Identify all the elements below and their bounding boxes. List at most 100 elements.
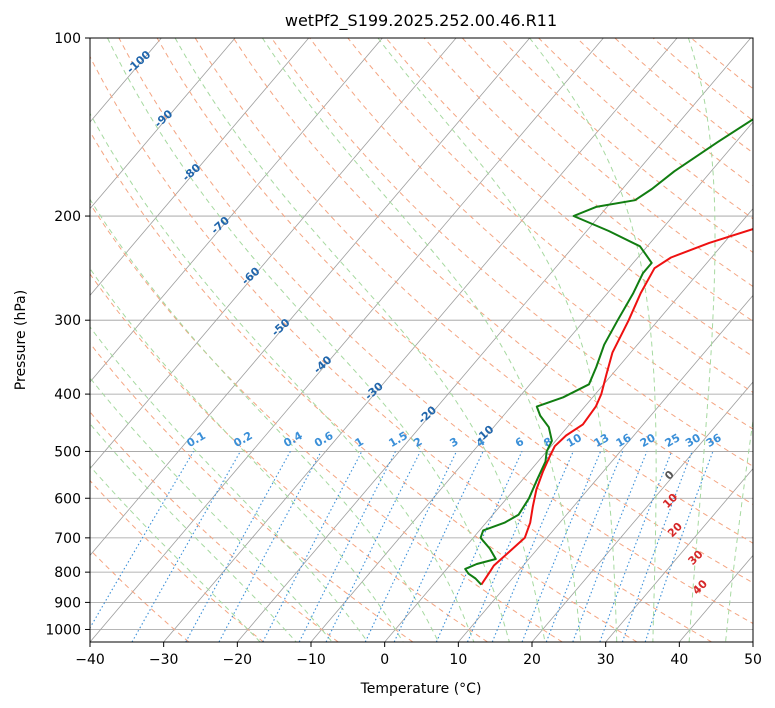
mixing-ratio-line bbox=[325, 451, 421, 642]
isotherm-line bbox=[90, 38, 531, 556]
mixing-ratio-line bbox=[644, 451, 714, 642]
mixing-ratio-line bbox=[218, 451, 322, 642]
dry-adiabat-line bbox=[90, 130, 638, 642]
y-axis-label: Pressure (hPa) bbox=[13, 290, 29, 390]
moist-adiabat-line bbox=[529, 38, 657, 642]
moist-adiabat-label: 10 bbox=[660, 491, 680, 511]
y-tick-label: 700 bbox=[54, 531, 81, 547]
dry-adiabat-label: -90 bbox=[152, 107, 176, 130]
moist-adiabat-line bbox=[261, 38, 582, 642]
isotherm-line bbox=[0, 38, 14, 642]
y-tick-label: 500 bbox=[54, 444, 81, 460]
dry-adiabat-line bbox=[90, 411, 339, 642]
mixing-ratio-label: 0.1 bbox=[185, 429, 208, 450]
moist-adiabat-label: 20 bbox=[665, 520, 685, 540]
moist-adiabat-line bbox=[90, 198, 439, 642]
moist-adiabat-line bbox=[377, 38, 618, 642]
y-tick-label: 900 bbox=[54, 595, 81, 611]
plot-area: 0.1 0.2 0.4 0.6 1 1.5 2 3 4 6 8 10 13 16 20 25 30 36-100-… bbox=[0, 38, 753, 642]
moist-adiabat-label: 0 bbox=[662, 468, 677, 483]
x-tick-label: −10 bbox=[296, 652, 326, 668]
mixing-ratio-label: 0.2 bbox=[231, 429, 254, 450]
y-tick-label: 1000 bbox=[45, 622, 81, 638]
x-tick-label: 20 bbox=[523, 652, 541, 668]
mixing-ratio-line bbox=[621, 451, 693, 642]
mixing-ratio-line bbox=[393, 451, 484, 642]
mixing-ratio-label: 2 bbox=[411, 435, 424, 450]
mixing-ratio-label: 16 bbox=[614, 431, 634, 450]
moist-adiabat-line bbox=[174, 38, 546, 642]
mixing-ratio-label: 0.6 bbox=[312, 429, 336, 450]
dry-adiabat-line bbox=[309, 38, 753, 430]
dry-adiabat-line bbox=[90, 55, 712, 642]
dry-adiabat-line bbox=[90, 548, 190, 642]
moist-adiabat-line bbox=[90, 465, 261, 642]
mixing-ratio-label: 20 bbox=[638, 431, 658, 450]
mixing-ratio-line bbox=[131, 451, 241, 642]
y-tick-label: 600 bbox=[54, 491, 81, 507]
moist-adiabat-line bbox=[90, 423, 297, 642]
mixing-ratio-line bbox=[545, 451, 624, 642]
moist-adiabat-label: 30 bbox=[686, 548, 706, 568]
dry-adiabat-line bbox=[423, 38, 753, 322]
moist-adiabat-line bbox=[725, 417, 753, 642]
dry-adiabat-line bbox=[232, 38, 753, 505]
moist-adiabat-line bbox=[687, 38, 716, 642]
x-tick-label: 10 bbox=[449, 652, 467, 668]
isotherm-line bbox=[458, 294, 753, 642]
mixing-ratio-line bbox=[298, 451, 396, 642]
isotherm-line bbox=[90, 38, 604, 642]
dry-adiabat-line bbox=[90, 273, 488, 642]
isotherm-line bbox=[90, 38, 310, 296]
mixing-ratio-label: 13 bbox=[592, 431, 612, 450]
dry-adiabat-label: -60 bbox=[239, 264, 263, 287]
mixing-ratio-line bbox=[262, 451, 363, 642]
isotherm-line bbox=[752, 641, 753, 642]
mixing-ratio-label: 36 bbox=[704, 431, 724, 450]
mixing-ratio-line bbox=[521, 451, 602, 642]
moist-adiabat-line bbox=[90, 267, 404, 642]
series-layer bbox=[464, 118, 753, 586]
moist-adiabat-line bbox=[90, 326, 369, 642]
moist-adiabat-line bbox=[107, 38, 510, 642]
dry-adiabat-line bbox=[118, 38, 753, 625]
axis-ticks: −40 −30 −20 −10 0 10 20 30 40 5010020030040050060… bbox=[45, 31, 762, 668]
x-tick-label: −20 bbox=[223, 652, 253, 668]
isotherm-line bbox=[90, 38, 383, 383]
mixing-ratio-line bbox=[466, 451, 552, 642]
mixing-ratio-label: 3 bbox=[448, 435, 461, 450]
y-tick-label: 300 bbox=[54, 313, 81, 329]
dry-adiabat-line bbox=[194, 38, 753, 544]
dry-adiabat-line bbox=[652, 38, 753, 122]
dry-adiabat-label: -20 bbox=[416, 403, 440, 426]
plot-frame bbox=[89, 37, 754, 643]
mixing-ratio-label: 6 bbox=[513, 435, 526, 450]
isotherm-line bbox=[90, 38, 457, 470]
mixing-ratio-line bbox=[599, 451, 673, 642]
isotherm-line bbox=[605, 468, 753, 642]
x-axis-label: Temperature (°C) bbox=[360, 681, 482, 697]
isotherm-line bbox=[237, 38, 752, 642]
mixing-ratio-line bbox=[90, 451, 194, 629]
isotherm-line bbox=[531, 381, 753, 642]
y-tick-label: 100 bbox=[54, 31, 81, 47]
y-tick-label: 400 bbox=[54, 387, 81, 403]
dry-adiabat-label: -70 bbox=[209, 214, 233, 237]
mixing-ratio-line bbox=[491, 451, 574, 642]
chart-title: wetPf2_S199.2025.252.00.46.R11 bbox=[285, 11, 557, 31]
dry-adiabat-label: -40 bbox=[311, 353, 335, 376]
isotherm-line bbox=[310, 121, 753, 642]
mixing-ratio-label: 30 bbox=[683, 431, 703, 450]
dry-adiabat-line bbox=[90, 479, 264, 642]
mixing-ratio-line bbox=[185, 451, 291, 642]
dry-adiabat-line bbox=[347, 38, 753, 394]
dry-adiabat-line bbox=[385, 38, 753, 358]
moist-adiabat-line bbox=[90, 112, 475, 642]
moist-adiabat-line bbox=[90, 377, 333, 642]
mixing-ratio-line bbox=[572, 451, 648, 642]
dry-adiabat-label: -80 bbox=[180, 161, 204, 184]
dry-adiabat-line bbox=[500, 38, 753, 254]
isotherm-line bbox=[384, 208, 753, 642]
mixing-ratio-line bbox=[364, 451, 457, 642]
x-tick-label: 50 bbox=[744, 652, 762, 668]
